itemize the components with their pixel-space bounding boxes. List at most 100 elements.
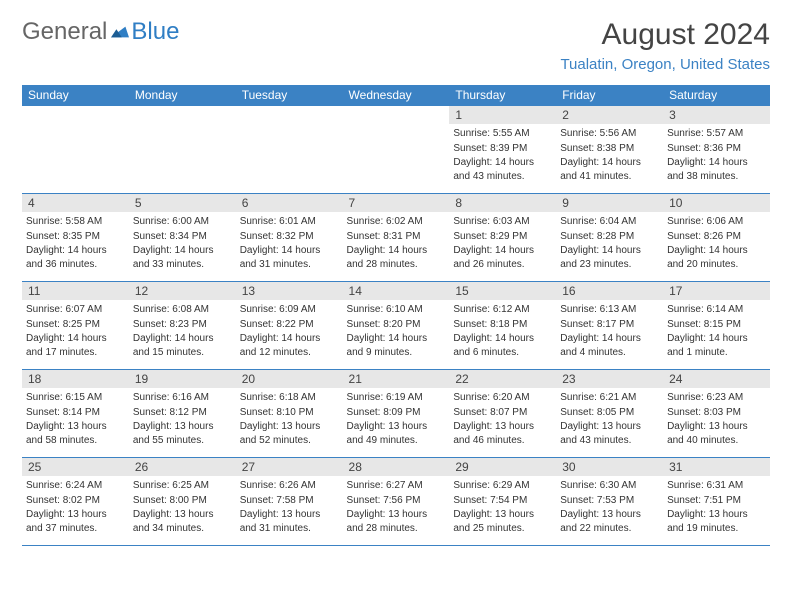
- page-header: General Blue August 2024 Tualatin, Orego…: [22, 18, 770, 73]
- calendar-day-cell: 27 Sunrise: 6:26 AMSunset: 7:58 PMDayligh…: [236, 458, 343, 546]
- daylight-text: Daylight: 14 hours and 15 minutes.: [133, 332, 232, 359]
- sunset-text: Sunset: 7:54 PM: [453, 494, 552, 508]
- day-number: 6: [236, 194, 343, 212]
- calendar-day-cell: 2Sunrise: 5:56 AMSunset: 8:38 PMDaylight…: [556, 106, 663, 194]
- calendar-day-cell: 23 Sunrise: 6:21 AMSunset: 8:05 PMDayligh…: [556, 370, 663, 458]
- sunset-text: Sunset: 8:07 PM: [453, 406, 552, 420]
- sunrise-text: Sunrise: 6:15 AM: [26, 391, 125, 405]
- day-number: 19: [129, 370, 236, 388]
- daylight-text: Daylight: 13 hours and 43 minutes.: [560, 420, 659, 447]
- day-details: Sunrise: 6:00 AMSunset: 8:34 PMDaylight:…: [133, 215, 232, 271]
- weekday-header: Wednesday: [343, 85, 450, 106]
- day-details: Sunrise: 6:23 AMSunset: 8:03 PMDaylight:…: [667, 391, 766, 447]
- day-details: Sunrise: 6:02 AMSunset: 8:31 PMDaylight:…: [347, 215, 446, 271]
- sunrise-text: Sunrise: 6:03 AM: [453, 215, 552, 229]
- day-details: Sunrise: 6:26 AMSunset: 7:58 PMDaylight:…: [240, 479, 339, 535]
- sunset-text: Sunset: 8:15 PM: [667, 318, 766, 332]
- day-details: Sunrise: 6:01 AMSunset: 8:32 PMDaylight:…: [240, 215, 339, 271]
- sunrise-text: Sunrise: 6:10 AM: [347, 303, 446, 317]
- sunrise-text: Sunrise: 6:21 AM: [560, 391, 659, 405]
- calendar-week-row: 18Sunrise: 6:15 AMSunset: 8:14 PMDayligh…: [22, 370, 770, 458]
- day-details: Sunrise: 6:15 AMSunset: 8:14 PMDaylight:…: [26, 391, 125, 447]
- brand-part2: Blue: [131, 18, 179, 46]
- sunset-text: Sunset: 8:25 PM: [26, 318, 125, 332]
- sunrise-text: Sunrise: 6:23 AM: [667, 391, 766, 405]
- sunrise-text: Sunrise: 6:31 AM: [667, 479, 766, 493]
- day-number: 10: [663, 194, 770, 212]
- sunset-text: Sunset: 8:35 PM: [26, 230, 125, 244]
- daylight-text: Daylight: 14 hours and 33 minutes.: [133, 244, 232, 271]
- day-details: Sunrise: 6:16 AMSunset: 8:12 PMDaylight:…: [133, 391, 232, 447]
- day-details: Sunrise: 6:04 AMSunset: 8:28 PMDaylight:…: [560, 215, 659, 271]
- sunrise-text: Sunrise: 5:58 AM: [26, 215, 125, 229]
- day-details: Sunrise: 6:07 AMSunset: 8:25 PMDaylight:…: [26, 303, 125, 359]
- day-number: 11: [22, 282, 129, 300]
- sunset-text: Sunset: 8:20 PM: [347, 318, 446, 332]
- calendar-week-row: 25Sunrise: 6:24 AMSunset: 8:02 PMDayligh…: [22, 458, 770, 546]
- sunrise-text: Sunrise: 6:30 AM: [560, 479, 659, 493]
- day-details: Sunrise: 6:18 AMSunset: 8:10 PMDaylight:…: [240, 391, 339, 447]
- calendar-week-row: 11 Sunrise: 6:07 AMSunset: 8:25 PMDayligh…: [22, 282, 770, 370]
- calendar-empty-cell: [129, 106, 236, 194]
- sunset-text: Sunset: 7:56 PM: [347, 494, 446, 508]
- sunset-text: Sunset: 8:32 PM: [240, 230, 339, 244]
- calendar-day-cell: 29 Sunrise: 6:29 AMSunset: 7:54 PMDayligh…: [449, 458, 556, 546]
- day-number: 16: [556, 282, 663, 300]
- sunrise-text: Sunrise: 6:27 AM: [347, 479, 446, 493]
- sunset-text: Sunset: 7:53 PM: [560, 494, 659, 508]
- calendar-day-cell: 16Sunrise: 6:13 AMSunset: 8:17 PMDayligh…: [556, 282, 663, 370]
- calendar-table: SundayMondayTuesdayWednesdayThursdayFrid…: [22, 85, 770, 546]
- calendar-empty-cell: [236, 106, 343, 194]
- sunrise-text: Sunrise: 6:04 AM: [560, 215, 659, 229]
- calendar-week-row: 4Sunrise: 5:58 AMSunset: 8:35 PMDaylight…: [22, 194, 770, 282]
- day-details: Sunrise: 6:21 AMSunset: 8:05 PMDaylight:…: [560, 391, 659, 447]
- calendar-day-cell: 26Sunrise: 6:25 AMSunset: 8:00 PMDayligh…: [129, 458, 236, 546]
- calendar-day-cell: 13Sunrise: 6:09 AMSunset: 8:22 PMDayligh…: [236, 282, 343, 370]
- daylight-text: Daylight: 13 hours and 22 minutes.: [560, 508, 659, 535]
- daylight-text: Daylight: 13 hours and 58 minutes.: [26, 420, 125, 447]
- weekday-header: Sunday: [22, 85, 129, 106]
- day-number: 23: [556, 370, 663, 388]
- sunset-text: Sunset: 8:39 PM: [453, 142, 552, 156]
- daylight-text: Daylight: 14 hours and 28 minutes.: [347, 244, 446, 271]
- day-details: Sunrise: 6:25 AMSunset: 8:00 PMDaylight:…: [133, 479, 232, 535]
- daylight-text: Daylight: 14 hours and 26 minutes.: [453, 244, 552, 271]
- title-location: Tualatin, Oregon, United States: [560, 56, 770, 73]
- sunset-text: Sunset: 8:38 PM: [560, 142, 659, 156]
- day-details: Sunrise: 6:09 AMSunset: 8:22 PMDaylight:…: [240, 303, 339, 359]
- calendar-day-cell: 11 Sunrise: 6:07 AMSunset: 8:25 PMDayligh…: [22, 282, 129, 370]
- calendar-day-cell: 14 Sunrise: 6:10 AMSunset: 8:20 PMDayligh…: [343, 282, 450, 370]
- daylight-text: Daylight: 14 hours and 9 minutes.: [347, 332, 446, 359]
- weekday-header: Monday: [129, 85, 236, 106]
- daylight-text: Daylight: 13 hours and 28 minutes.: [347, 508, 446, 535]
- day-number: 15: [449, 282, 556, 300]
- day-details: Sunrise: 6:30 AMSunset: 7:53 PMDaylight:…: [560, 479, 659, 535]
- day-details: Sunrise: 6:14 AMSunset: 8:15 PMDaylight:…: [667, 303, 766, 359]
- sunrise-text: Sunrise: 6:16 AM: [133, 391, 232, 405]
- calendar-empty-cell: [22, 106, 129, 194]
- day-number: 27: [236, 458, 343, 476]
- calendar-day-cell: 8Sunrise: 6:03 AMSunset: 8:29 PMDaylight…: [449, 194, 556, 282]
- day-number: 29: [449, 458, 556, 476]
- calendar-day-cell: 30Sunrise: 6:30 AMSunset: 7:53 PMDayligh…: [556, 458, 663, 546]
- day-details: Sunrise: 6:03 AMSunset: 8:29 PMDaylight:…: [453, 215, 552, 271]
- sunrise-text: Sunrise: 6:08 AM: [133, 303, 232, 317]
- sunrise-text: Sunrise: 6:19 AM: [347, 391, 446, 405]
- day-number: 9: [556, 194, 663, 212]
- daylight-text: Daylight: 13 hours and 25 minutes.: [453, 508, 552, 535]
- sunrise-text: Sunrise: 6:24 AM: [26, 479, 125, 493]
- calendar-day-cell: 7Sunrise: 6:02 AMSunset: 8:31 PMDaylight…: [343, 194, 450, 282]
- sunset-text: Sunset: 8:36 PM: [667, 142, 766, 156]
- weekday-header: Friday: [556, 85, 663, 106]
- calendar-day-cell: 25Sunrise: 6:24 AMSunset: 8:02 PMDayligh…: [22, 458, 129, 546]
- sunset-text: Sunset: 7:58 PM: [240, 494, 339, 508]
- calendar-day-cell: 28Sunrise: 6:27 AMSunset: 7:56 PMDayligh…: [343, 458, 450, 546]
- sunrise-text: Sunrise: 5:55 AM: [453, 127, 552, 141]
- calendar-day-cell: 22Sunrise: 6:20 AMSunset: 8:07 PMDayligh…: [449, 370, 556, 458]
- day-details: Sunrise: 6:27 AMSunset: 7:56 PMDaylight:…: [347, 479, 446, 535]
- day-number: 14: [343, 282, 450, 300]
- calendar-day-cell: 19 Sunrise: 6:16 AMSunset: 8:12 PMDayligh…: [129, 370, 236, 458]
- daylight-text: Daylight: 14 hours and 4 minutes.: [560, 332, 659, 359]
- day-details: Sunrise: 6:29 AMSunset: 7:54 PMDaylight:…: [453, 479, 552, 535]
- day-details: Sunrise: 6:19 AMSunset: 8:09 PMDaylight:…: [347, 391, 446, 447]
